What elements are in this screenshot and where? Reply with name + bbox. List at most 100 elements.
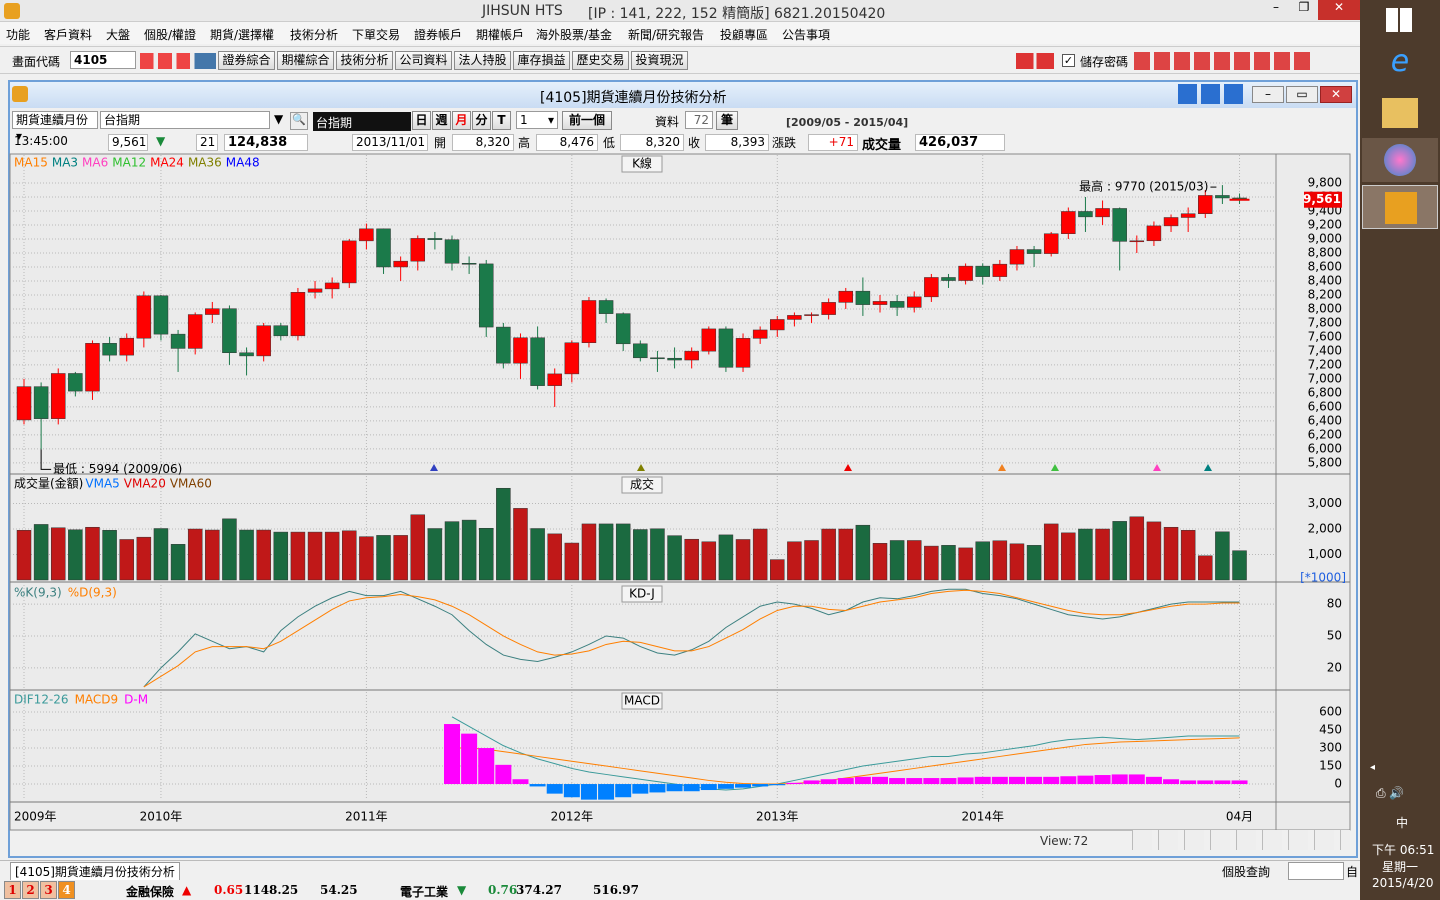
ticker-page[interactable]: 2: [22, 881, 39, 899]
minimize-button[interactable]: –: [1252, 86, 1284, 103]
histogram-bar: [563, 784, 580, 798]
toolbar-button[interactable]: 證券綜合: [218, 51, 275, 70]
last-price-box: [1304, 191, 1342, 208]
ticker-page[interactable]: 4: [58, 881, 75, 899]
quote-change: 21: [196, 134, 218, 151]
toolbar-button[interactable]: 投資現況: [631, 51, 688, 70]
tray-icons[interactable]: ⎙ 🔊: [1376, 786, 1405, 800]
maximize-button[interactable]: ❐: [1298, 0, 1310, 14]
histogram-bar: [769, 784, 786, 786]
type-select[interactable]: 期貨連續月份 ▾: [12, 111, 98, 143]
toolbar-button[interactable]: 歷史交易: [572, 51, 629, 70]
candle-body: [290, 292, 306, 337]
count-select[interactable]: 1 ▾: [516, 111, 558, 129]
hts-icon[interactable]: [1362, 185, 1438, 229]
code-input[interactable]: 4105: [70, 51, 136, 69]
toolbar-button[interactable]: 期權綜合: [277, 51, 334, 70]
signal-marker: [1051, 464, 1059, 471]
period-button[interactable]: T: [492, 111, 511, 130]
last-price-label: 9,561: [1303, 192, 1341, 206]
toolbar-button[interactable]: 技術分析: [336, 51, 393, 70]
volume-bar: [119, 539, 134, 581]
help-buttons[interactable]: [1178, 84, 1244, 104]
menu-item[interactable]: 證券帳戶: [414, 28, 463, 42]
ticker-arrow1: ▲: [182, 883, 192, 897]
menu-item[interactable]: 下單交易: [352, 28, 401, 42]
candle-body: [239, 352, 254, 357]
histogram-bar: [889, 778, 906, 785]
dropdown[interactable]: ▼: [274, 112, 284, 126]
indicator-line: [451, 716, 1240, 791]
candle-body: [941, 277, 956, 281]
start-button[interactable]: [1386, 8, 1412, 32]
minimize-button[interactable]: –: [1273, 0, 1279, 14]
ticker-sector1: 金融保險: [126, 885, 175, 899]
tab[interactable]: [4105]期貨連續月份技術分析: [10, 862, 180, 881]
explorer-icon[interactable]: [1382, 98, 1418, 128]
ime[interactable]: 中: [1396, 816, 1409, 830]
data-unit[interactable]: 筆: [716, 111, 738, 130]
menu-item[interactable]: 個股/權證: [144, 28, 197, 42]
period-button[interactable]: 週: [432, 111, 451, 130]
quote-low: 8,320: [620, 134, 684, 151]
candle-body: [1180, 213, 1196, 218]
candle-body: [153, 295, 169, 335]
lookup-input[interactable]: [1288, 862, 1344, 880]
toolbar-button[interactable]: 法人持股: [454, 51, 511, 70]
search-button[interactable]: 🔍: [290, 112, 308, 130]
menu-item[interactable]: 期貨/選擇權: [210, 28, 275, 42]
tray-arrow[interactable]: ◂: [1370, 762, 1376, 773]
data-count[interactable]: 72: [685, 111, 713, 129]
ticker-page[interactable]: 3: [40, 881, 57, 899]
toolbar-button[interactable]: 庫存損益: [513, 51, 570, 70]
menu-item[interactable]: 功能: [6, 28, 31, 42]
menu-item[interactable]: 技術分析: [290, 28, 339, 42]
paint-icon[interactable]: [1362, 138, 1438, 182]
ticker-page[interactable]: 1: [4, 881, 21, 899]
product-input[interactable]: 台指期: [100, 111, 270, 129]
candle-body: [444, 239, 460, 264]
period-button[interactable]: 日: [412, 111, 431, 130]
ie-icon[interactable]: e: [1390, 44, 1410, 79]
ticker-value1: 54.25: [320, 883, 358, 897]
candle-body: [324, 282, 340, 290]
candle-body: [718, 328, 734, 368]
candle-body: [68, 373, 83, 392]
y-tick-label: 50: [1327, 628, 1342, 642]
volume-bar: [581, 523, 597, 581]
type-text: 期貨連續月份: [16, 113, 89, 127]
close-button[interactable]: ✕: [1320, 86, 1352, 103]
menu-item[interactable]: 客戶資料: [44, 28, 93, 42]
menu-item[interactable]: 投顧專區: [720, 28, 769, 42]
nav-icons[interactable]: [1016, 53, 1054, 69]
y-tick-label: 20: [1327, 660, 1342, 674]
taskbar: e ◂ ⎙ 🔊 中 下午 06:51 星期一 2015/4/20: [1360, 0, 1440, 900]
volume-bar: [393, 535, 408, 581]
pane-title-box: [621, 692, 663, 710]
legend-item: MA24: [150, 156, 184, 170]
menu-item[interactable]: 公告事項: [782, 28, 831, 42]
volume-bar: [496, 487, 511, 581]
y-tick-label: 600: [1319, 705, 1342, 719]
toolbar-button[interactable]: 公司資料: [395, 51, 452, 70]
period-button[interactable]: 分: [472, 111, 491, 130]
toolbar-icons[interactable]: [140, 53, 216, 69]
tool-icons[interactable]: [1134, 52, 1310, 70]
checkbox[interactable]: ✓: [1062, 54, 1075, 67]
menu-item[interactable]: 期權帳戶: [476, 28, 525, 42]
menu-item[interactable]: 海外股票/基金: [536, 28, 613, 42]
period-button[interactable]: 月: [452, 111, 471, 130]
lookup-button[interactable]: 自: [1346, 865, 1359, 879]
prev-button[interactable]: 前一個: [562, 111, 612, 130]
restore-button[interactable]: ▭: [1286, 86, 1318, 103]
volume-bar: [804, 540, 819, 581]
chart-tools[interactable]: [1132, 830, 1350, 850]
menu-item[interactable]: 新聞/研究報告: [628, 28, 705, 42]
menu-item[interactable]: 大盤: [106, 28, 131, 42]
close-button[interactable]: ✕: [1318, 0, 1360, 20]
ticker-change1: 0.65: [214, 883, 244, 897]
volume-bar: [1129, 516, 1145, 581]
quote-low-label: 低: [603, 136, 616, 150]
candle-body: [633, 343, 648, 359]
ticker-change2: 0.76: [488, 883, 518, 897]
